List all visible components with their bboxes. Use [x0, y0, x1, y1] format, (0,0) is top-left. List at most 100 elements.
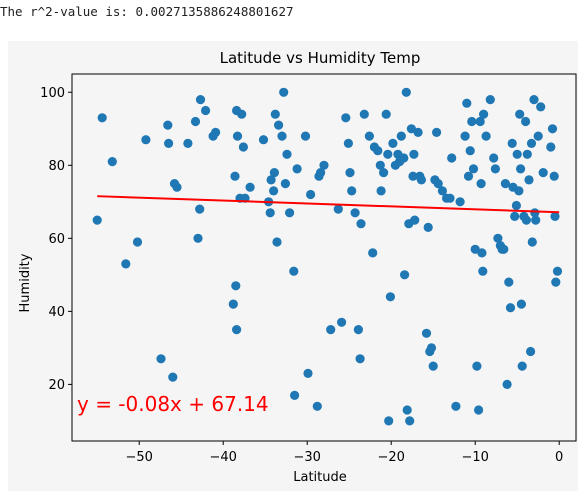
data-point [447, 153, 457, 163]
x-tick-label: −40 [209, 450, 236, 465]
data-point [265, 208, 275, 218]
data-point [455, 197, 465, 207]
data-point [312, 401, 322, 411]
data-point [347, 186, 357, 196]
data-point [490, 164, 500, 174]
data-point [292, 164, 302, 174]
data-point [132, 237, 143, 247]
data-point [521, 215, 532, 225]
data-point [552, 266, 563, 276]
data-point [373, 146, 383, 156]
data-point [399, 153, 409, 163]
data-point [107, 157, 117, 167]
data-point [433, 179, 443, 189]
data-point [231, 281, 241, 291]
r-squared-output: The r^2-value is: 0.0027135886248801627 [0, 4, 294, 19]
data-point [505, 303, 516, 313]
data-point [507, 138, 517, 148]
data-point [381, 109, 391, 119]
data-point [460, 131, 470, 141]
data-point [451, 401, 461, 411]
data-point [489, 153, 499, 163]
data-point [428, 361, 438, 371]
data-point [269, 168, 279, 178]
data-point [475, 116, 485, 127]
ticks-layer: −50 −40 −30 −20 −10 0 20 40 60 80 100 [40, 86, 563, 465]
data-point [522, 149, 532, 159]
data-point [300, 131, 311, 141]
data-point [547, 124, 558, 134]
y-tick-label: 60 [48, 232, 65, 247]
data-point [405, 416, 415, 426]
data-point [400, 270, 410, 280]
data-point [477, 248, 487, 258]
data-point [478, 266, 488, 276]
data-point [280, 179, 290, 189]
data-point [383, 149, 393, 159]
data-point [437, 186, 447, 196]
data-point [164, 138, 174, 148]
data-point [195, 204, 205, 214]
x-axis-label: Latitude [293, 470, 347, 485]
data-point [410, 215, 420, 225]
data-point [172, 182, 182, 192]
data-point [546, 142, 556, 152]
data-point [245, 182, 255, 192]
data-point [333, 204, 343, 214]
data-point [282, 149, 292, 159]
x-tick-label: −50 [125, 450, 152, 465]
data-point [279, 87, 289, 97]
data-point [502, 379, 512, 389]
data-point [368, 248, 378, 258]
data-point [141, 135, 151, 145]
data-point [493, 233, 503, 243]
x-tick-label: −30 [293, 450, 320, 465]
data-point [355, 354, 365, 364]
data-point [353, 325, 363, 335]
data-point [384, 416, 394, 426]
data-point [538, 168, 548, 178]
data-point [375, 160, 385, 170]
data-point [269, 186, 279, 196]
data-point [290, 390, 300, 400]
data-point [479, 109, 489, 119]
data-point [232, 131, 243, 141]
data-point [121, 259, 131, 269]
data-point [549, 171, 559, 181]
data-point [421, 328, 432, 338]
data-point [463, 171, 474, 181]
data-point [270, 109, 280, 119]
data-point [228, 299, 238, 309]
data-point [511, 200, 521, 211]
chart-output-panel: Latitude vs Humidity Temp −50 −40 −30 −20 −1… [8, 41, 578, 491]
data-point [512, 149, 522, 159]
x-tick-label: −10 [461, 450, 488, 465]
data-point [183, 138, 193, 148]
data-point [510, 211, 520, 221]
regression-equation: y = -0.08x + 67.14 [77, 392, 269, 416]
data-point [516, 164, 526, 174]
data-point [385, 292, 395, 302]
data-point [485, 95, 495, 105]
data-point [514, 186, 524, 196]
data-point [500, 179, 510, 189]
data-point [319, 160, 329, 170]
data-point [356, 219, 366, 229]
data-point [285, 208, 295, 218]
data-point [341, 113, 351, 123]
data-point [376, 186, 386, 196]
data-point [462, 98, 472, 108]
data-point [524, 175, 534, 185]
data-point [266, 175, 276, 185]
data-point [409, 149, 419, 159]
data-point [401, 87, 411, 97]
data-point [533, 131, 543, 141]
data-point [423, 222, 433, 232]
data-point [345, 168, 355, 178]
data-point [277, 131, 287, 141]
data-point [396, 131, 406, 141]
data-point [326, 325, 336, 335]
regression-layer [97, 195, 560, 214]
data-point [258, 135, 269, 145]
data-point [201, 105, 211, 116]
